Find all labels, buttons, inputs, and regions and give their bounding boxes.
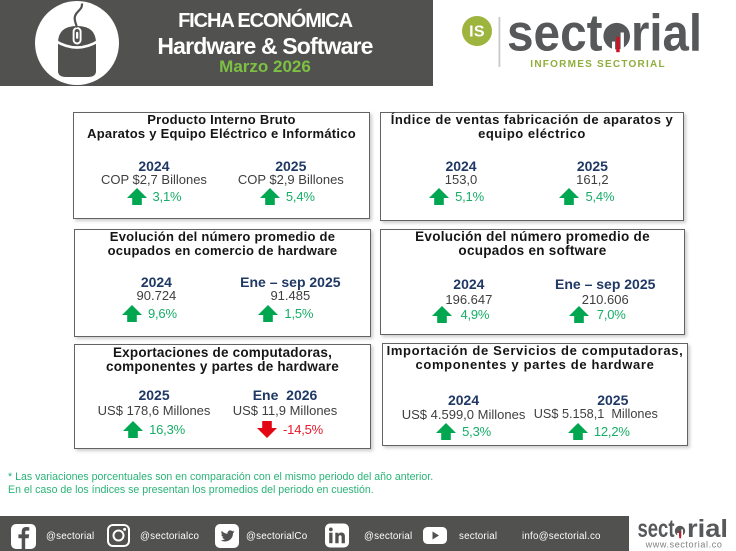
svg-text:sect: sect bbox=[638, 515, 675, 543]
svg-text:sect: sect bbox=[507, 8, 603, 63]
svg-text:rial: rial bbox=[687, 515, 728, 543]
svg-text:rial: rial bbox=[631, 8, 702, 63]
svg-text:INFORMES SECTORIAL: INFORMES SECTORIAL bbox=[530, 59, 667, 70]
svg-text:IS: IS bbox=[469, 24, 485, 41]
svg-text:www.sectorial.co: www.sectorial.co bbox=[645, 540, 722, 550]
